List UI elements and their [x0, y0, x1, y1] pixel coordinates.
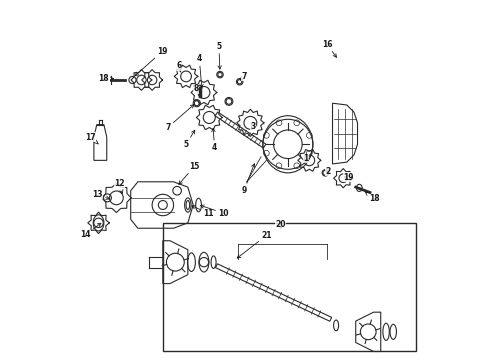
Text: 2: 2: [326, 167, 331, 176]
Text: 16: 16: [322, 40, 337, 57]
Text: 7: 7: [166, 104, 194, 132]
Text: 5: 5: [217, 41, 221, 69]
Text: 8: 8: [194, 84, 199, 93]
Text: 6: 6: [177, 61, 182, 72]
Text: 15: 15: [179, 162, 199, 184]
Text: 14: 14: [80, 223, 101, 239]
Text: 4: 4: [212, 128, 217, 152]
Text: 12: 12: [114, 179, 124, 193]
Text: 18: 18: [98, 74, 114, 83]
Text: 7: 7: [240, 72, 246, 81]
Text: 1: 1: [303, 154, 308, 163]
Text: 13: 13: [92, 190, 109, 199]
Text: 21: 21: [237, 231, 271, 258]
Text: 19: 19: [135, 47, 168, 76]
Text: 9: 9: [241, 164, 255, 195]
Text: 19: 19: [343, 173, 354, 182]
Text: 5: 5: [183, 130, 195, 149]
Text: 18: 18: [366, 192, 380, 203]
Text: 3: 3: [250, 122, 256, 131]
Text: 20: 20: [275, 220, 286, 229]
Text: 4: 4: [196, 54, 203, 88]
Text: 17: 17: [85, 132, 98, 144]
Bar: [163, 223, 416, 351]
Text: 11: 11: [192, 206, 214, 218]
Text: 10: 10: [200, 205, 229, 218]
